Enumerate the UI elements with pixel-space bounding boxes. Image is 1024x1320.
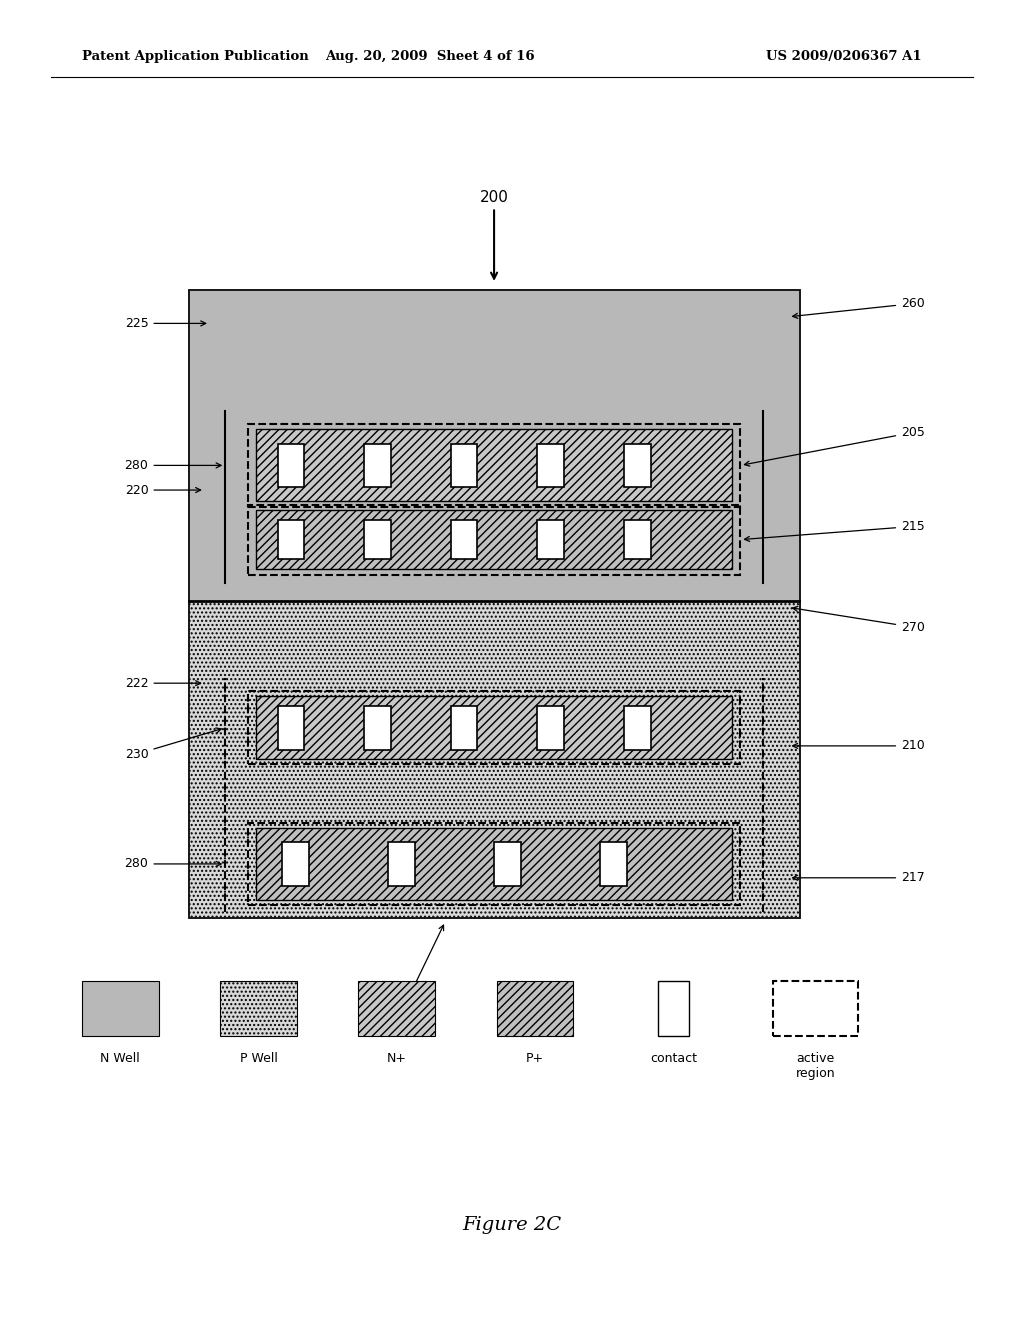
Text: 270: 270 (793, 606, 925, 634)
Text: 220: 220 (125, 483, 201, 496)
Text: 280: 280 (125, 459, 221, 471)
Bar (220, 981, 297, 1036)
Bar (624, 520, 650, 560)
Text: US 2009/0206367 A1: US 2009/0206367 A1 (766, 50, 922, 63)
Bar (451, 520, 477, 560)
Text: 210: 210 (793, 739, 925, 752)
Bar (248, 504, 740, 574)
Bar (278, 520, 304, 560)
Bar (189, 290, 799, 601)
Bar (497, 981, 573, 1036)
Bar (657, 981, 688, 1036)
Text: 222: 222 (125, 677, 201, 689)
Bar (256, 429, 732, 502)
Text: Aug. 20, 2009  Sheet 4 of 16: Aug. 20, 2009 Sheet 4 of 16 (326, 50, 535, 63)
Text: active
region: active region (796, 1052, 836, 1080)
Bar (82, 981, 159, 1036)
Text: 260: 260 (793, 297, 925, 318)
Bar (365, 706, 391, 750)
Text: Figure 2C: Figure 2C (463, 1216, 561, 1234)
Bar (451, 444, 477, 487)
Bar (388, 842, 415, 886)
Bar (189, 601, 799, 917)
Bar (365, 444, 391, 487)
Text: P+: P+ (526, 1052, 544, 1065)
Bar (189, 290, 799, 917)
Bar (256, 697, 732, 759)
Text: 217: 217 (793, 871, 925, 884)
Bar (600, 842, 627, 886)
Bar (538, 706, 564, 750)
Bar (278, 444, 304, 487)
Text: 200: 200 (479, 190, 509, 279)
Bar (538, 520, 564, 560)
Text: 230: 230 (125, 727, 221, 760)
Text: N+: N+ (387, 1052, 407, 1065)
Text: 235: 235 (391, 925, 443, 1016)
Text: contact: contact (650, 1052, 696, 1065)
Bar (494, 842, 520, 886)
Text: 215: 215 (744, 520, 925, 541)
Text: Patent Application Publication: Patent Application Publication (82, 50, 308, 63)
Bar (248, 692, 740, 764)
Bar (358, 981, 435, 1036)
Bar (365, 520, 391, 560)
Text: 225: 225 (125, 317, 206, 330)
Text: 205: 205 (744, 426, 925, 466)
Bar (278, 706, 304, 750)
Bar (451, 706, 477, 750)
Text: N Well: N Well (100, 1052, 140, 1065)
Bar (624, 706, 650, 750)
Bar (248, 822, 740, 906)
Bar (256, 828, 732, 900)
Text: P Well: P Well (240, 1052, 278, 1065)
Bar (624, 444, 650, 487)
Bar (256, 510, 732, 569)
Bar (773, 981, 858, 1036)
Bar (283, 842, 309, 886)
Bar (248, 424, 740, 507)
Bar (538, 444, 564, 487)
Text: 280: 280 (125, 858, 221, 870)
